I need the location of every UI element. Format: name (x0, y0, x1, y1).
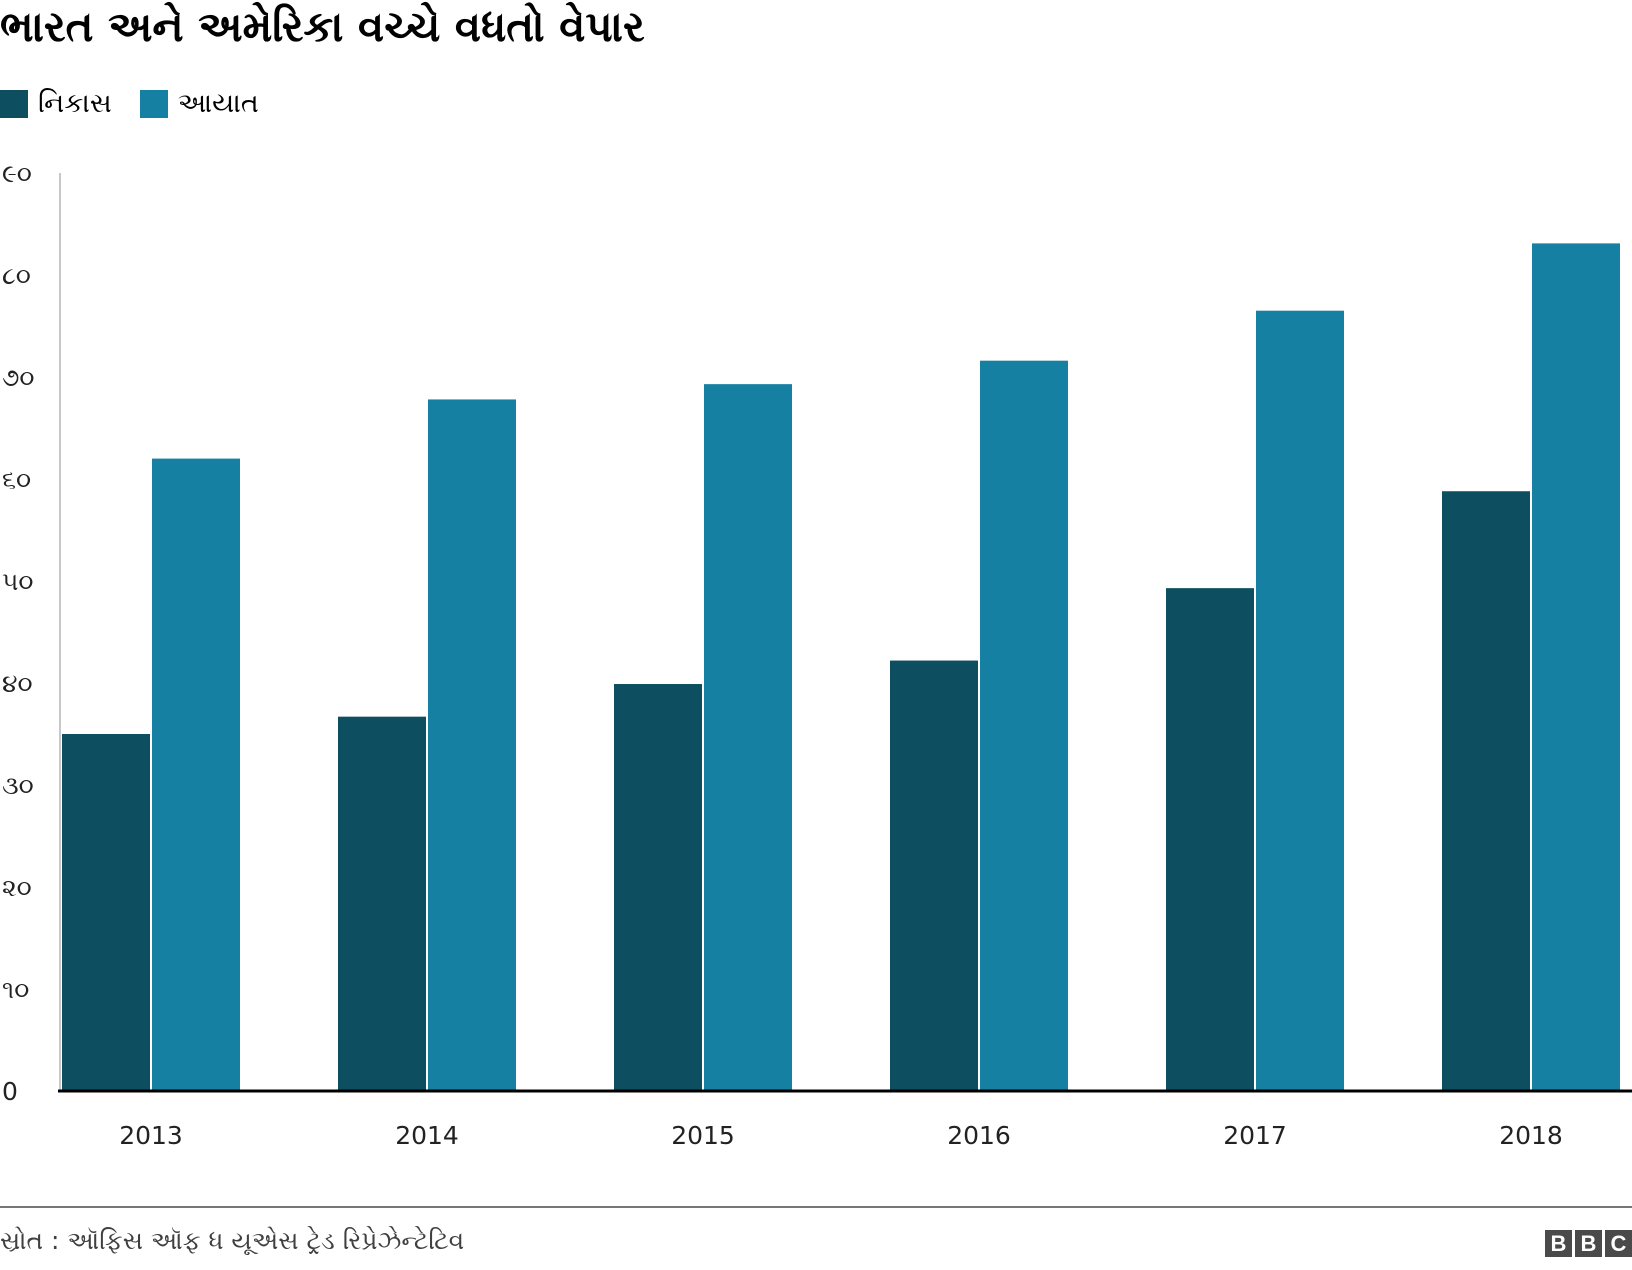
bar-imports-2015 (704, 384, 792, 1091)
bar-exports-2017 (1166, 588, 1254, 1091)
bar-imports-2014 (428, 399, 516, 1091)
bar-exports-2013 (62, 734, 150, 1091)
bbc-logo: B B C (1545, 1230, 1632, 1257)
legend-item-exports: નિકાસ (0, 88, 112, 120)
bar-chart: 0 ૧૦ ૨૦ ૩૦ ૪૦ ૫૦ ૬૦ ૭૦ ૮૦ ૯૦ 2013 2014 2015 2016 2017 2… (2, 159, 1632, 1150)
y-tick-label: ૭૦ (2, 363, 34, 392)
x-tick-label: 2016 (947, 1121, 1011, 1150)
bar-exports-2018 (1442, 491, 1530, 1091)
legend-item-imports: આયાત (139, 88, 259, 120)
y-tick-label: ૬૦ (2, 465, 31, 494)
footer-divider (0, 1206, 1632, 1208)
bar-imports-2017 (1256, 310, 1344, 1091)
bar-exports-2014 (338, 716, 426, 1091)
y-tick-label: ૯૦ (2, 159, 32, 188)
x-tick-label: 2018 (1499, 1121, 1563, 1150)
bar-imports-2013 (152, 458, 240, 1092)
bbc-logo-letter: C (1605, 1230, 1632, 1257)
x-tick-label: 2017 (1223, 1121, 1287, 1150)
y-tick-label: ૧૦ (2, 975, 29, 1004)
chart-title: ભારત અને અમેરિકા વચ્ચે વધતો વેપાર (0, 2, 645, 51)
bbc-logo-letter: B (1545, 1230, 1572, 1257)
source-note: સ્રોત : ઑફિસ ઑફ ધ યૂએસ ટ્રેડ રિપ્રેઝેન્ટ… (0, 1226, 465, 1255)
y-tick-label: ૫૦ (2, 567, 33, 596)
y-tick-label: ૩૦ (2, 771, 34, 800)
bbc-logo-letter: B (1575, 1230, 1602, 1257)
x-tick-label: 2014 (395, 1121, 459, 1150)
legend-swatch-exports (0, 90, 28, 118)
bar-exports-2015 (614, 684, 702, 1091)
legend: નિકાસ આયાત (0, 88, 287, 120)
x-tick-label: 2013 (119, 1121, 183, 1150)
legend-label-exports: નિકાસ (38, 88, 112, 119)
y-tick-label: ૪૦ (2, 669, 33, 698)
y-tick-label: ૮૦ (2, 261, 31, 290)
bar-imports-2016 (980, 360, 1068, 1091)
x-tick-label: 2015 (671, 1121, 735, 1150)
y-tick-label: 0 (2, 1077, 18, 1106)
bar-imports-2018 (1532, 243, 1620, 1091)
y-tick-label: ૨૦ (2, 873, 32, 902)
bar-exports-2016 (890, 660, 978, 1091)
legend-label-imports: આયાત (177, 88, 259, 119)
legend-swatch-imports (139, 90, 168, 118)
